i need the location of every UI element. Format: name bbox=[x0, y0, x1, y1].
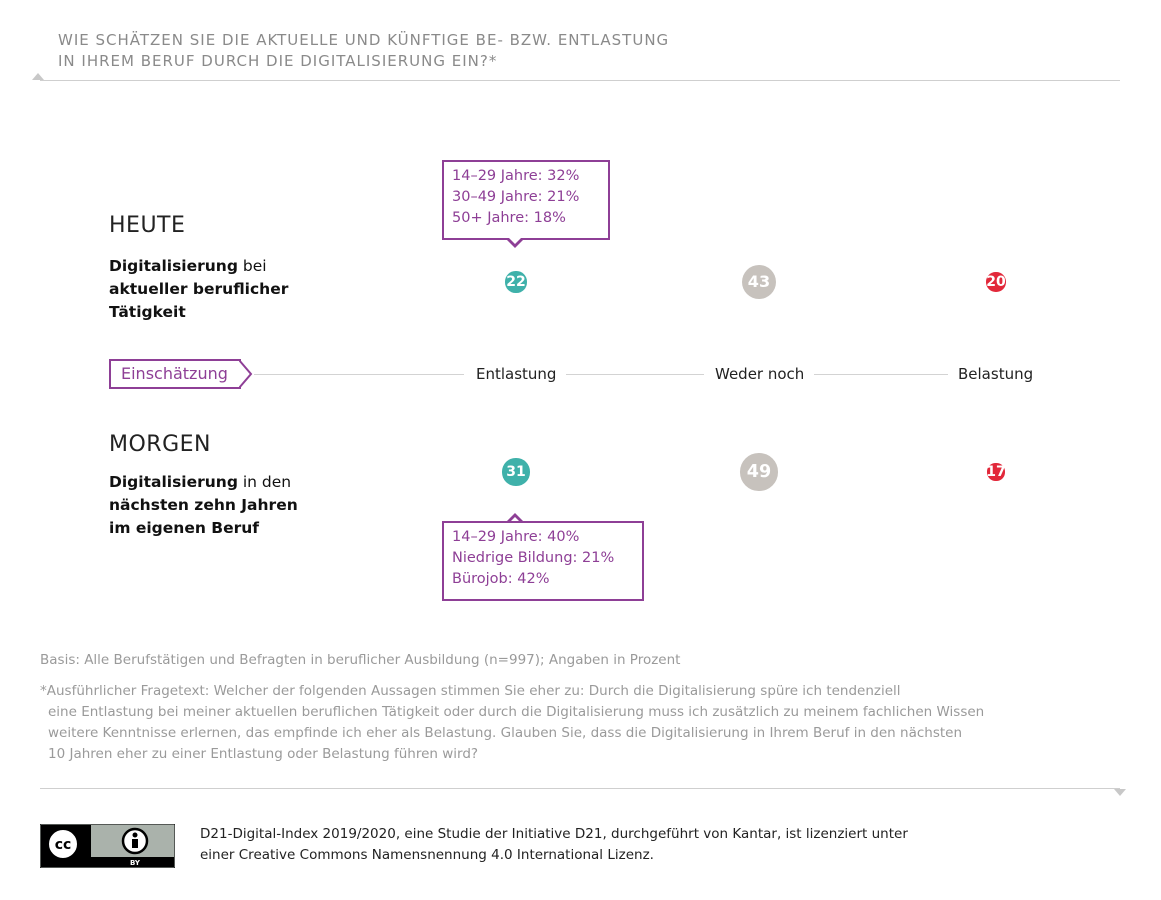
bubble-morgen-entlastung: 31 bbox=[502, 458, 530, 486]
license-line-1: D21-Digital-Index 2019/2020, eine Studie… bbox=[200, 826, 908, 842]
cc-by-badge-icon: cc BY bbox=[40, 824, 175, 868]
morgen-callout-line: Bürojob: 42% bbox=[452, 571, 550, 587]
morgen-description: Digitalisierung in den nächsten zehn Jah… bbox=[109, 471, 339, 540]
bubble-morgen-belastung: 17 bbox=[986, 463, 1006, 481]
footnote-line: 10 Jahren eher zu einer Entlastung oder … bbox=[48, 746, 479, 762]
heute-desc-bold-1: Digitalisierung bbox=[109, 257, 238, 275]
question-footnote: *Ausführlicher Fragetext: Welcher der fo… bbox=[40, 681, 1100, 765]
callout-pointer-inner bbox=[509, 238, 521, 244]
heute-desc-bold-2: aktueller beruflicher bbox=[109, 280, 289, 298]
morgen-desc-bold-2: nächsten zehn Jahren bbox=[109, 496, 298, 514]
tag-arrow-icon bbox=[239, 359, 253, 389]
bottom-divider bbox=[40, 788, 1120, 789]
title-divider bbox=[40, 80, 1120, 81]
heute-callout-line: 14–29 Jahre: 32% bbox=[452, 168, 580, 184]
axis-line bbox=[814, 374, 948, 375]
axis-label-belastung: Belastung bbox=[958, 365, 1034, 383]
callout-pointer-inner bbox=[509, 517, 521, 523]
morgen-callout: 14–29 Jahre: 40% Niedrige Bildung: 21% B… bbox=[442, 521, 644, 601]
by-badge-text: BY bbox=[130, 859, 141, 867]
basis-note: Basis: Alle Berufstätigen und Befragten … bbox=[40, 652, 681, 668]
footnote-line: *Ausführlicher Fragetext: Welcher der fo… bbox=[40, 683, 901, 699]
einschaetzung-tag: Einschätzung bbox=[109, 359, 241, 389]
heute-desc-rest-1: bei bbox=[237, 257, 267, 275]
morgen-callout-line: Niedrige Bildung: 21% bbox=[452, 550, 615, 566]
axis-line bbox=[254, 374, 464, 375]
axis-label-weder-noch: Weder noch bbox=[715, 365, 805, 383]
morgen-desc-bold-3: im eigenen Beruf bbox=[109, 519, 260, 537]
footnote-line: weitere Kenntnisse erlernen, das empfind… bbox=[48, 725, 963, 741]
axis-line bbox=[566, 374, 704, 375]
bubble-heute-belastung: 20 bbox=[986, 272, 1006, 292]
footnote-line: eine Entlastung bei meiner aktuellen ber… bbox=[48, 704, 985, 720]
morgen-desc-rest-1: in den bbox=[237, 473, 292, 491]
heute-heading: HEUTE bbox=[109, 213, 186, 238]
down-triangle-icon bbox=[1114, 789, 1126, 796]
license-line-2: einer Creative Commons Namensnennung 4.0… bbox=[200, 847, 654, 863]
license-text: D21-Digital-Index 2019/2020, eine Studie… bbox=[200, 824, 1020, 866]
bubble-morgen-weder-noch: 49 bbox=[740, 453, 778, 491]
callout-pointer-icon bbox=[507, 240, 523, 248]
axis-label-entlastung: Entlastung bbox=[476, 365, 557, 383]
cc-badge-text: cc bbox=[55, 837, 72, 853]
heute-callout: 14–29 Jahre: 32% 30–49 Jahre: 21% 50+ Ja… bbox=[442, 160, 610, 240]
chart-title: WIE SCHÄTZEN SIE DIE AKTUELLE UND KÜNFTI… bbox=[58, 30, 669, 72]
chart-title-line-2: IN IHREM BERUF DURCH DIE DIGITALISIERUNG… bbox=[58, 52, 498, 70]
heute-description: Digitalisierung bei aktueller berufliche… bbox=[109, 255, 339, 324]
morgen-heading: MORGEN bbox=[109, 432, 211, 457]
heute-callout-line: 50+ Jahre: 18% bbox=[452, 210, 566, 226]
up-triangle-icon bbox=[32, 73, 44, 80]
bubble-heute-weder-noch: 43 bbox=[741, 264, 777, 300]
heute-callout-line: 30–49 Jahre: 21% bbox=[452, 189, 580, 205]
chart-title-line-1: WIE SCHÄTZEN SIE DIE AKTUELLE UND KÜNFTI… bbox=[58, 31, 670, 49]
bubble-heute-entlastung: 22 bbox=[505, 271, 527, 293]
heute-desc-bold-3: Tätigkeit bbox=[109, 303, 186, 321]
morgen-callout-line: 14–29 Jahre: 40% bbox=[452, 529, 580, 545]
morgen-desc-bold-1: Digitalisierung bbox=[109, 473, 238, 491]
